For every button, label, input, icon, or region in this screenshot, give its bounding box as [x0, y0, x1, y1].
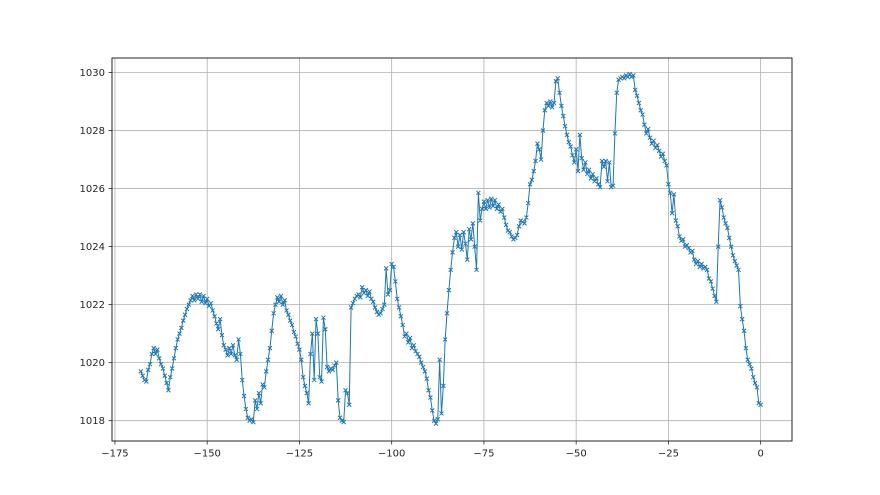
y-tick-label: 1018: [80, 416, 105, 427]
y-tick-label: 1026: [80, 184, 105, 195]
y-tick-label: 1030: [80, 68, 105, 79]
plot-border: [111, 57, 793, 442]
x-tick-label: −150: [193, 449, 220, 460]
x-tick-label: −25: [658, 449, 679, 460]
x-tick-label: −100: [378, 449, 405, 460]
x-tick-label: −75: [473, 449, 494, 460]
x-tick-label: −50: [566, 449, 587, 460]
y-tick-label: 1020: [80, 358, 105, 369]
y-tick-label: 1024: [80, 242, 105, 253]
x-tick-label: −125: [286, 449, 313, 460]
x-tick-label: 0: [757, 449, 763, 460]
y-tick-label: 1028: [80, 126, 105, 137]
x-tick-label: −175: [101, 449, 128, 460]
y-tick-label: 1022: [80, 300, 105, 311]
plot-background: [112, 58, 792, 441]
series-markers: [138, 71, 763, 426]
